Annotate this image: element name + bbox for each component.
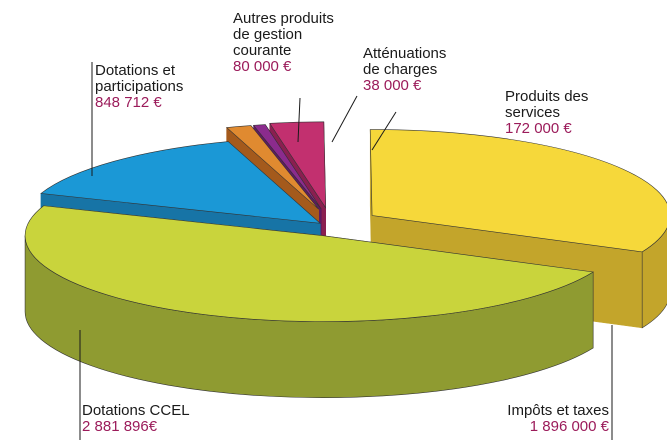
leader-line: [371, 111, 397, 151]
slice: [24, 205, 595, 398]
slice-label: Atténuations de charges 38 000 €: [363, 46, 459, 94]
slice-top: [252, 124, 322, 210]
slice-label: Impôts et taxes 1 896 000 €: [449, 403, 609, 435]
slice-label: Produits des services 172 000 €: [505, 89, 613, 137]
category-name: Impôts et taxes: [507, 402, 609, 419]
slice-top: [369, 129, 667, 253]
category-name: Atténuations de charges: [363, 45, 447, 78]
category-name: Autres produits de gestion courante: [233, 10, 334, 59]
category-name: Dotations CCEL: [82, 402, 190, 419]
slice-label: Dotations CCEL 2 881 896€: [82, 403, 282, 435]
value-label: 1 896 000 €: [529, 418, 609, 435]
value-label: 848 712 €: [95, 94, 162, 111]
value-label: 38 000 €: [363, 77, 422, 94]
slice-top: [40, 141, 322, 224]
value-label: 80 000 €: [233, 58, 292, 75]
leader-line: [297, 97, 301, 143]
category-name: Produits des services: [505, 88, 589, 121]
value-label: 2 881 896€: [82, 418, 158, 435]
value-label: 172 000 €: [505, 120, 572, 137]
slice-top: [24, 205, 595, 322]
leader-line: [331, 95, 358, 143]
slice-label: Autres produits de gestion courante 80 00…: [233, 11, 345, 75]
slice-label: Dotations et participations 848 712 €: [95, 63, 220, 111]
category-name: Dotations et participations: [95, 62, 184, 95]
slice-top: [225, 125, 319, 210]
slice-top: [269, 121, 327, 209]
